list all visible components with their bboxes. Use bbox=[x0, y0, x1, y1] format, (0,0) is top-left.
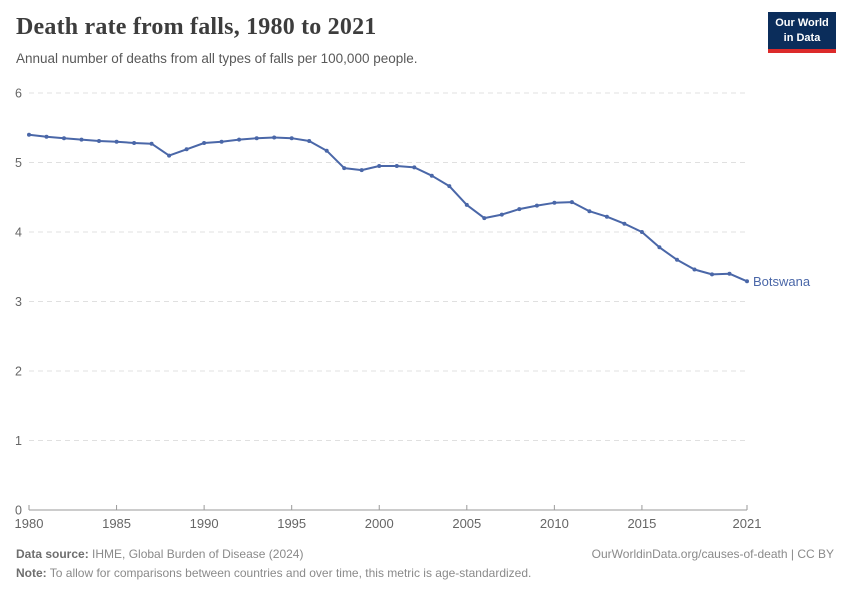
line-chart: 0 1 2 3 4 5 6 1980 1985 1990 1995 2000 2005 2010 2015 2… bbox=[15, 87, 811, 532]
data-point bbox=[132, 141, 137, 145]
data-point bbox=[464, 202, 469, 207]
data-point bbox=[254, 136, 259, 141]
series-line-botswana bbox=[28, 133, 748, 283]
data-point bbox=[552, 200, 557, 205]
data-point bbox=[587, 209, 592, 214]
data-point bbox=[675, 257, 679, 262]
data-point bbox=[639, 230, 644, 234]
data-point bbox=[447, 184, 452, 189]
data-source-label: Data source: bbox=[16, 547, 89, 561]
data-point bbox=[79, 137, 84, 142]
data-point bbox=[727, 271, 732, 276]
owid-logo: Our World in Data bbox=[768, 12, 836, 53]
data-point bbox=[184, 147, 189, 152]
data-point bbox=[149, 141, 154, 146]
data-point bbox=[272, 135, 277, 140]
y-tick-label: 1 bbox=[15, 434, 22, 448]
x-tick-label: 2005 bbox=[452, 516, 481, 531]
data-point bbox=[44, 134, 49, 139]
data-point bbox=[482, 216, 487, 221]
data-point bbox=[622, 221, 627, 226]
data-point bbox=[202, 141, 207, 145]
x-tick-label: 1990 bbox=[190, 516, 219, 531]
data-point bbox=[27, 132, 31, 137]
y-tick-label: 0 bbox=[15, 504, 22, 518]
data-source: Data source: IHME, Global Burden of Dise… bbox=[16, 547, 303, 561]
data-point bbox=[289, 136, 294, 141]
data-point bbox=[219, 139, 224, 144]
chart-footer: Data source: IHME, Global Burden of Dise… bbox=[16, 547, 834, 580]
data-point bbox=[534, 203, 539, 208]
data-point bbox=[62, 136, 66, 141]
data-source-text: IHME, Global Burden of Disease (2024) bbox=[88, 547, 304, 561]
data-point bbox=[569, 200, 574, 205]
x-tick-label: 2021 bbox=[733, 516, 762, 531]
owid-logo-line2: in Data bbox=[783, 31, 821, 44]
y-tick-label: 4 bbox=[15, 226, 22, 240]
data-point bbox=[342, 166, 347, 171]
data-point bbox=[307, 139, 312, 143]
data-point bbox=[517, 207, 522, 212]
credit-line: OurWorldinData.org/causes-of-death | CC … bbox=[591, 547, 834, 561]
note: Note: To allow for comparisons between c… bbox=[16, 566, 531, 580]
note-label: Note: bbox=[16, 566, 47, 580]
y-tick-label: 3 bbox=[15, 295, 22, 309]
x-tick-label: 2015 bbox=[627, 516, 656, 531]
x-tick-label: 2000 bbox=[365, 516, 394, 531]
data-point bbox=[499, 212, 504, 217]
chart-title: Death rate from falls, 1980 to 2021 bbox=[16, 14, 377, 40]
data-point bbox=[745, 279, 749, 284]
y-tick-label: 5 bbox=[15, 156, 22, 170]
data-point bbox=[604, 214, 609, 219]
note-text: To allow for comparisons between countri… bbox=[46, 566, 532, 580]
y-tick-label: 6 bbox=[15, 87, 22, 101]
owid-logo-line1: Our World bbox=[775, 17, 829, 30]
data-point bbox=[97, 139, 101, 143]
data-point bbox=[412, 165, 417, 170]
title-block: Death rate from falls, 1980 to 2021 Annu… bbox=[16, 12, 418, 66]
chart-subtitle: Annual number of deaths from all types o… bbox=[16, 51, 418, 66]
data-point bbox=[167, 153, 172, 158]
x-tick-label: 2010 bbox=[540, 516, 569, 531]
y-tick-label: 2 bbox=[15, 365, 22, 379]
series-label: Botswana bbox=[753, 274, 811, 289]
data-point bbox=[377, 164, 382, 168]
data-point bbox=[237, 137, 242, 142]
data-point bbox=[692, 267, 697, 272]
data-point bbox=[710, 272, 714, 277]
x-tick-label: 1980 bbox=[15, 516, 44, 531]
x-tick-label: 1995 bbox=[277, 516, 306, 531]
data-point bbox=[394, 164, 399, 168]
data-point bbox=[114, 139, 119, 144]
data-point bbox=[429, 173, 434, 178]
data-point bbox=[359, 168, 364, 173]
x-tick-label: 1985 bbox=[102, 516, 131, 531]
data-point bbox=[324, 148, 329, 153]
chart-header: Death rate from falls, 1980 to 2021 Annu… bbox=[16, 12, 836, 66]
data-point bbox=[657, 245, 662, 250]
